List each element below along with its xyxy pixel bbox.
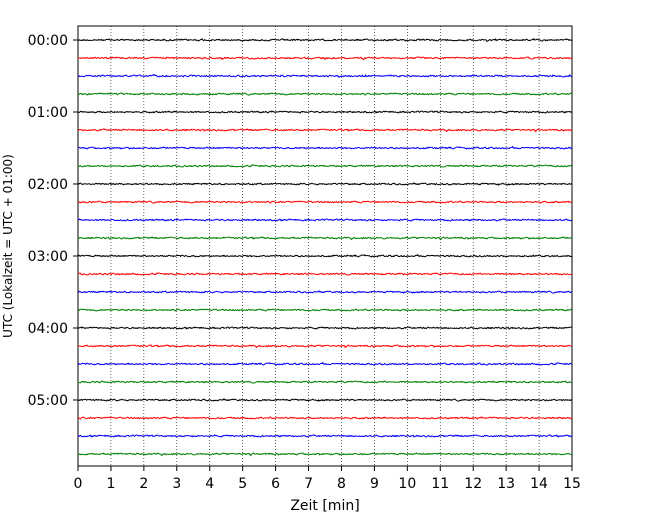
x-tick-label-15: 15 (563, 476, 581, 492)
trace-15 (77, 289, 573, 294)
x-tick-label-12: 12 (464, 476, 482, 492)
x-tick-label-4: 4 (205, 476, 214, 492)
trace-22 (77, 416, 573, 420)
trace-2 (77, 56, 573, 61)
trace-4 (77, 92, 573, 96)
x-tick-label-5: 5 (238, 476, 247, 492)
trace-21 (77, 397, 573, 402)
x-tick-label-8: 8 (337, 476, 346, 492)
trace-13 (77, 253, 573, 258)
x-tick-label-6: 6 (271, 476, 280, 492)
x-tick-label-14: 14 (530, 476, 548, 492)
trace-11 (77, 218, 573, 222)
y-tick-label-00:00: 00:00 (28, 33, 68, 49)
trace-3 (77, 73, 573, 78)
trace-7 (77, 145, 573, 150)
x-tick-label-1: 1 (106, 476, 115, 492)
trace-14 (77, 272, 573, 276)
trace-20 (77, 380, 573, 384)
trace-16 (77, 308, 573, 312)
trace-24 (77, 452, 573, 457)
y-tick-label-04:00: 04:00 (28, 321, 68, 337)
y-tick-label-05:00: 05:00 (28, 393, 68, 409)
trace-12 (77, 236, 573, 241)
trace-5 (77, 110, 573, 114)
x-tick-label-10: 10 (398, 476, 416, 492)
y-axis-label: UTC (Lokalzeit = UTC + 01:00) (1, 154, 15, 338)
trace-8 (77, 164, 573, 168)
trace-18 (77, 344, 573, 349)
trace-19 (77, 361, 573, 366)
y-tick-label-03:00: 03:00 (28, 249, 68, 265)
trace-10 (77, 200, 573, 204)
trace-6 (77, 128, 573, 133)
x-tick-label-0: 0 (74, 476, 83, 492)
trace-23 (77, 434, 573, 438)
trace-17 (77, 326, 573, 330)
x-tick-label-11: 11 (431, 476, 449, 492)
trace-1 (77, 37, 573, 43)
y-tick-label-02:00: 02:00 (28, 177, 68, 193)
x-grid (110, 26, 540, 466)
traces (77, 37, 573, 457)
plot-frame (77, 25, 573, 467)
x-tick-label-7: 7 (304, 476, 313, 492)
x-tick-label-2: 2 (139, 476, 148, 492)
y-ticks: 00:00 01:00 02:00 03:00 04:00 05:00 (28, 33, 78, 409)
x-axis-label: Zeit [min] (290, 498, 359, 514)
x-tick-label-9: 9 (370, 476, 379, 492)
x-tick-label-3: 3 (172, 476, 181, 492)
y-tick-label-01:00: 01:00 (28, 105, 68, 121)
x-tick-label-13: 13 (497, 476, 515, 492)
x-ticks: 0 1 2 3 4 5 6 7 8 9 10 11 12 13 14 15 (74, 466, 581, 492)
trace-9 (77, 181, 573, 186)
